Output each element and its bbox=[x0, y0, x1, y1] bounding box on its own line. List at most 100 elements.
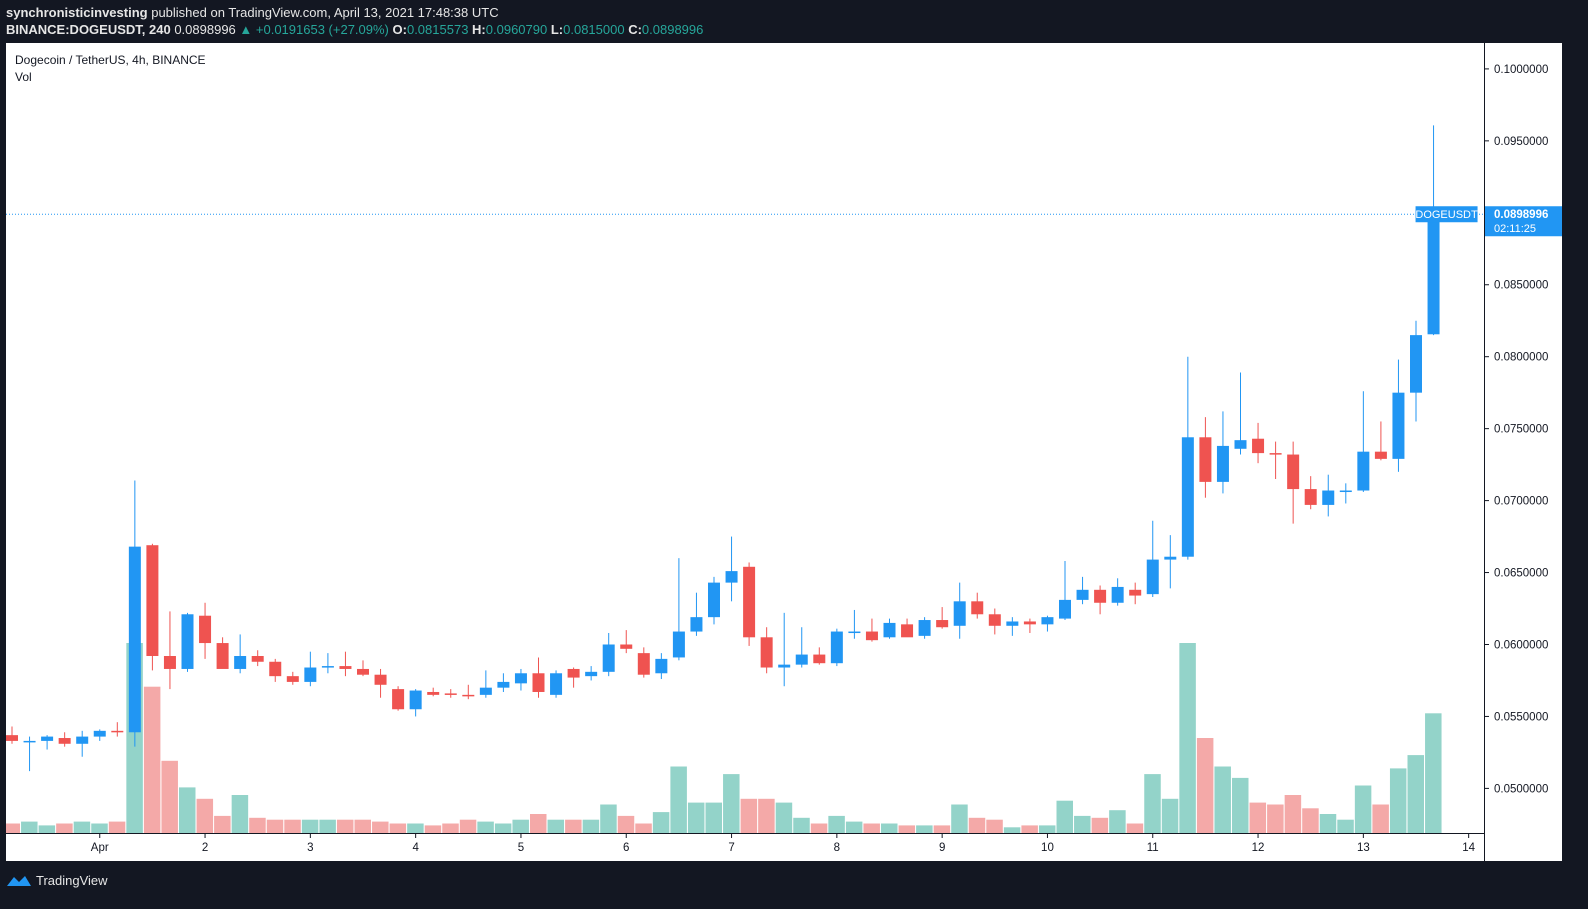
candle-body bbox=[216, 643, 229, 669]
candle-body bbox=[1322, 490, 1335, 505]
volume-bar bbox=[336, 819, 354, 833]
candle-body bbox=[830, 631, 843, 664]
volume-bar bbox=[38, 825, 56, 833]
volume-bar bbox=[1126, 823, 1144, 833]
volume-bar bbox=[301, 819, 319, 833]
volume-bar bbox=[442, 823, 459, 833]
candle-body bbox=[1076, 589, 1089, 600]
volume-bar bbox=[1214, 766, 1231, 833]
candle-body bbox=[655, 658, 668, 674]
candle-body bbox=[1164, 556, 1177, 560]
volume-bar bbox=[530, 814, 547, 833]
candle-body bbox=[1094, 589, 1107, 603]
volume-bar bbox=[1372, 804, 1389, 833]
volume-bar bbox=[600, 804, 617, 833]
candle-body bbox=[1287, 454, 1300, 490]
volume-bar bbox=[723, 774, 740, 833]
countdown-label: 02:11:25 bbox=[1494, 223, 1536, 235]
candle-body bbox=[1269, 453, 1282, 455]
tradingview-footer[interactable]: TradingView bbox=[6, 873, 108, 888]
candle-body bbox=[444, 693, 457, 695]
candle-body bbox=[427, 691, 440, 695]
author-name[interactable]: synchronisticinvesting bbox=[6, 5, 148, 20]
volume-bar bbox=[319, 819, 336, 833]
plot-area bbox=[6, 43, 1484, 833]
candle-body bbox=[269, 661, 282, 677]
volume-bar bbox=[1267, 804, 1284, 833]
x-tick-label: 9 bbox=[939, 842, 945, 854]
candle-body bbox=[1181, 437, 1194, 557]
volume-bar bbox=[670, 766, 687, 833]
x-tick-label: 4 bbox=[412, 842, 419, 854]
candle-body bbox=[374, 674, 387, 685]
high-label: H: bbox=[472, 22, 486, 37]
candle-body bbox=[883, 622, 896, 638]
candle-body bbox=[392, 689, 405, 710]
x-tick-label: 14 bbox=[1462, 842, 1475, 854]
symbol-info-line: BINANCE:DOGEUSDT, 240 0.0898996 ▲ +0.019… bbox=[6, 22, 703, 37]
volume-bar bbox=[1319, 814, 1337, 833]
volume-bar bbox=[6, 823, 20, 833]
volume-bar bbox=[933, 825, 951, 833]
volume-bar bbox=[143, 686, 161, 833]
volume-bar bbox=[477, 821, 494, 833]
candle-body bbox=[304, 667, 317, 682]
volume-bar bbox=[582, 819, 600, 833]
candle-body bbox=[795, 654, 808, 665]
volume-bar bbox=[547, 819, 565, 833]
y-tick-label: 0.0500000 bbox=[1494, 783, 1548, 795]
candle-body bbox=[76, 736, 89, 744]
y-tick-label: 0.0600000 bbox=[1494, 639, 1548, 651]
candle-body bbox=[743, 566, 756, 638]
volume-bar bbox=[91, 823, 108, 833]
change-text: ▲ +0.0191653 (+27.09%) bbox=[239, 22, 389, 37]
volume-bar bbox=[284, 819, 301, 833]
y-tick-label: 0.0950000 bbox=[1494, 136, 1548, 148]
candle-body bbox=[1111, 586, 1124, 603]
volume-bar bbox=[1109, 810, 1126, 833]
candle-body bbox=[41, 736, 54, 741]
candle-body bbox=[602, 644, 615, 672]
volume-bar bbox=[1003, 827, 1021, 833]
volume-bar bbox=[459, 819, 477, 833]
candle-body bbox=[813, 654, 826, 664]
volume-bar bbox=[1354, 785, 1372, 833]
volume-bar bbox=[565, 819, 582, 833]
y-tick-label: 0.0750000 bbox=[1494, 424, 1548, 436]
candle-body bbox=[1392, 392, 1405, 459]
volume-bar bbox=[1038, 825, 1056, 833]
volume-bar bbox=[1389, 768, 1407, 833]
candle-body bbox=[1216, 445, 1229, 482]
volume-bar bbox=[179, 787, 196, 833]
candle-body bbox=[936, 620, 949, 628]
low-value: 0.0815000 bbox=[563, 22, 625, 37]
candle-body bbox=[1339, 490, 1352, 493]
candle-body bbox=[1146, 559, 1159, 595]
volume-bar bbox=[1091, 817, 1109, 833]
chart-svg[interactable]: Dogecoin / TetherUS, 4h, BINANCE Vol 0.050… bbox=[6, 43, 1562, 861]
volume-bar bbox=[1179, 643, 1196, 833]
y-tick-label: 0.1000000 bbox=[1494, 64, 1548, 76]
volume-bar bbox=[1232, 777, 1249, 833]
x-tick-label: 7 bbox=[728, 842, 734, 854]
volume-bar bbox=[1249, 802, 1267, 833]
candle-body bbox=[637, 653, 650, 675]
volume-bar bbox=[249, 817, 266, 833]
volume-bar bbox=[1196, 738, 1214, 833]
candle-body bbox=[1427, 214, 1440, 335]
candle-body bbox=[971, 601, 984, 615]
candle-body bbox=[918, 620, 931, 636]
candle-body bbox=[532, 673, 545, 692]
candle-body bbox=[128, 546, 141, 733]
candle-body bbox=[357, 668, 369, 675]
candle-body bbox=[321, 666, 334, 668]
volume-bar bbox=[21, 821, 38, 833]
volume-bar bbox=[231, 795, 249, 833]
candle-body bbox=[760, 637, 773, 668]
symbol-line: BINANCE:DOGEUSDT, 240 bbox=[6, 22, 171, 37]
publish-info: synchronisticinvesting published on Trad… bbox=[6, 5, 499, 20]
volume-bar bbox=[951, 804, 968, 833]
candle-body bbox=[479, 687, 492, 695]
candle-body bbox=[725, 571, 738, 583]
last-price-label-bg bbox=[1485, 206, 1562, 237]
